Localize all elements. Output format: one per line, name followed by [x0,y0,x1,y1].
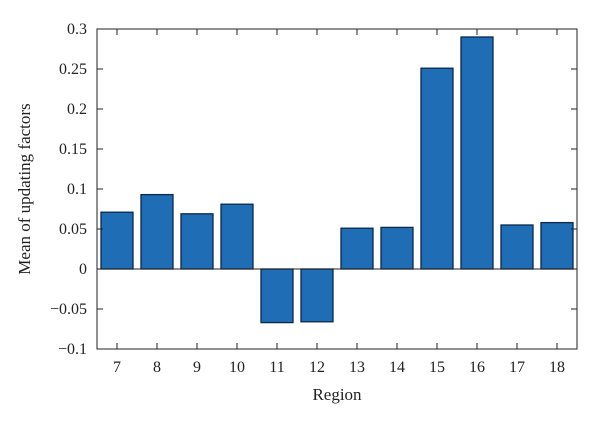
x-tick-label: 13 [349,359,365,376]
bar-region-13 [340,227,374,270]
bar-region-16 [460,36,494,270]
y-axis-label: Mean of updating factors [15,103,34,274]
bar-region-14 [380,226,414,270]
x-tick-label: 12 [309,359,325,376]
bar-region-10 [220,203,254,270]
y-tick-label: −0.1 [58,341,87,358]
bars-group [100,36,574,324]
bar-region-12 [300,268,334,323]
x-tick-label: 7 [113,359,121,376]
x-tick-label: 9 [193,359,201,376]
y-tick-label: 0.1 [67,181,87,198]
y-tick-label: 0.05 [59,221,87,238]
bar-region-17 [500,224,534,270]
bar-region-15 [420,67,454,270]
bar-region-9 [180,213,214,270]
x-tick-label: 16 [469,359,485,376]
y-tick-label: 0 [79,261,87,278]
x-tick-label: 11 [269,359,284,376]
x-tick-label: 15 [429,359,445,376]
y-tick-label: 0.15 [59,141,87,158]
bar-region-11 [260,268,294,324]
bar-region-8 [140,193,174,270]
x-tick-label: 8 [153,359,161,376]
y-tick-label: −0.05 [50,301,87,318]
y-axis-ticks: −0.1 −0.05 0 0.05 0.1 0.15 0.2 0.25 0.3 [50,21,577,358]
x-tick-label: 10 [229,359,245,376]
x-tick-label: 14 [389,359,405,376]
x-axis-ticks: 7 8 9 10 11 12 13 14 15 16 17 18 [113,29,565,376]
bar-region-18 [540,221,574,270]
y-tick-label: 0.25 [59,61,87,78]
x-tick-label: 17 [509,359,525,376]
plot-frame [96,28,578,350]
y-tick-label: 0.3 [67,21,87,38]
x-axis-label: Region [312,385,362,404]
bar-region-7 [100,211,134,270]
y-tick-label: 0.2 [67,101,87,118]
x-tick-label: 18 [549,359,565,376]
